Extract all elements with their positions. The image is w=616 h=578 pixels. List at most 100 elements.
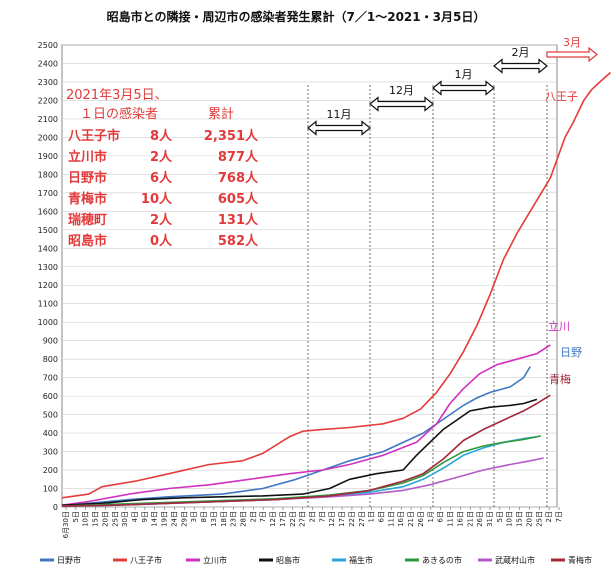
period-arrow <box>369 96 434 112</box>
x-tick-label: 1日 <box>368 511 376 522</box>
x-tick-label: 7日 <box>318 511 326 522</box>
series-line-八王子市 <box>61 71 612 499</box>
legend-label: あきるの市 <box>422 555 462 565</box>
annotation-header-total: 累計 <box>208 106 234 122</box>
x-tick-label: 27日 <box>299 511 307 527</box>
x-tick-label: 19日 <box>161 511 169 527</box>
x-tick-label: 3日 <box>190 511 198 522</box>
series-lines <box>61 71 612 507</box>
x-tick-label: 25日 <box>535 511 543 527</box>
annotation-daily: 6人 <box>150 170 173 186</box>
x-tick-label: 27日 <box>358 511 366 527</box>
x-tick-label: 7日 <box>555 511 563 522</box>
legend-label: 八王子市 <box>130 555 162 565</box>
x-tick-label: 30日 <box>121 511 129 527</box>
x-tick-label: 23日 <box>230 511 238 527</box>
end-label-立川市: 立川 <box>548 319 570 333</box>
legend-label: 青梅市 <box>568 555 592 565</box>
annotation-total: 582人 <box>218 233 259 249</box>
end-label-日野市: 日野 <box>560 346 582 359</box>
y-tick-label: 100 <box>43 485 58 494</box>
x-tick-label: 18日 <box>220 511 228 527</box>
x-tick-label: 11日 <box>447 511 455 527</box>
period-label: 1月 <box>455 68 473 81</box>
period-markers: 11月 12月 1月 2月 3月 <box>307 36 598 507</box>
period-label: 12月 <box>389 84 414 97</box>
period-arrow <box>546 46 598 63</box>
annotation-total: 877人 <box>218 149 259 165</box>
y-tick-label: 400 <box>43 429 58 438</box>
legend-label: 日野市 <box>57 555 81 565</box>
x-tick-label: 4日 <box>131 511 139 522</box>
x-tick-label: 9日 <box>141 511 149 522</box>
x-tick-label: 10日 <box>506 511 514 527</box>
x-tick-label: 26日 <box>417 511 425 527</box>
series-line-福生市 <box>61 436 538 507</box>
x-tick-label: 31日 <box>486 511 494 527</box>
y-tick-label: 900 <box>43 337 58 346</box>
period-label: 3月 <box>563 36 581 49</box>
y-tick-label: 200 <box>43 466 58 475</box>
annotation-total: 605人 <box>218 191 259 207</box>
x-tick-label: 2日 <box>249 511 257 522</box>
x-tick-label: 5日 <box>72 511 80 522</box>
annotation-city: 立川市 <box>68 149 107 165</box>
annotation-daily: 2人 <box>150 212 173 228</box>
x-tick-label: 15日 <box>92 511 100 527</box>
y-tick-label: 1400 <box>38 244 58 253</box>
annotation-city: 八王子市 <box>67 128 120 144</box>
annotation-total: 768人 <box>218 170 259 186</box>
annotation-total: 131人 <box>218 212 259 228</box>
annotation-city: 瑞穂町 <box>68 212 107 228</box>
annotation-total: 2,351人 <box>204 128 259 144</box>
series-line-立川市 <box>61 344 551 506</box>
y-tick-label: 700 <box>43 374 58 383</box>
legend-label: 福生市 <box>349 555 373 565</box>
x-tick-label: 22日 <box>348 511 356 527</box>
y-tick-label: 1600 <box>38 207 58 216</box>
x-tick-label: 13日 <box>210 511 218 527</box>
x-tick-label: 15日 <box>516 511 524 527</box>
y-tick-label: 2500 <box>38 41 58 50</box>
y-tick-label: 500 <box>43 411 58 420</box>
annotation-header-daily: １日の感染者 <box>80 106 158 122</box>
annotation-city: 日野市 <box>68 170 107 186</box>
x-tick-label: 17日 <box>338 511 346 527</box>
x-tick-label: 25日 <box>111 511 119 527</box>
y-axis: 0 100 200 300 400 500 600 700 800 900 1000 1100 1200… <box>38 41 58 512</box>
x-tick-label: 8日 <box>200 511 208 522</box>
y-tick-label: 0 <box>53 503 58 512</box>
y-tick-label: 1500 <box>38 226 58 235</box>
legend-label: 武蔵村山市 <box>495 555 535 565</box>
y-tick-label: 2400 <box>38 59 58 68</box>
series-line-日野市 <box>61 366 531 507</box>
annotation-daily: 2人 <box>150 149 173 165</box>
y-tick-label: 2300 <box>38 78 58 87</box>
y-tick-label: 1700 <box>38 189 58 198</box>
x-tick-label: 21日 <box>466 511 474 527</box>
legend-label: 昭島市 <box>276 555 300 565</box>
x-tick-label: 6月30日 <box>62 511 70 538</box>
y-tick-label: 300 <box>43 448 58 457</box>
x-tick-label: 2日 <box>545 511 553 522</box>
period-arrow <box>493 58 548 74</box>
x-tick-label: 28日 <box>239 511 247 527</box>
y-tick-label: 1800 <box>38 170 58 179</box>
period-label: 11月 <box>327 108 352 121</box>
x-tick-label: 5日 <box>496 511 504 522</box>
y-tick-label: 2000 <box>38 133 58 142</box>
chart-title: 昭島市との隣接・周辺市の感染者発生累計（7／1〜2021・3月5日） <box>107 9 486 24</box>
annotation-daily: 8人 <box>150 128 173 144</box>
x-axis: 6月30日 5日 10日 15日 20日 25日 30日 4日 9日 14日 19日 24日 29日 3日… <box>62 507 563 538</box>
y-tick-label: 1000 <box>38 318 58 327</box>
period-label: 2月 <box>512 46 530 59</box>
annotation-city: 青梅市 <box>68 191 107 207</box>
y-tick-label: 1100 <box>38 300 58 309</box>
x-tick-label: 7日 <box>259 511 267 522</box>
x-tick-label: 21日 <box>407 511 415 527</box>
period-arrow <box>432 80 495 96</box>
y-tick-label: 600 <box>43 392 58 401</box>
